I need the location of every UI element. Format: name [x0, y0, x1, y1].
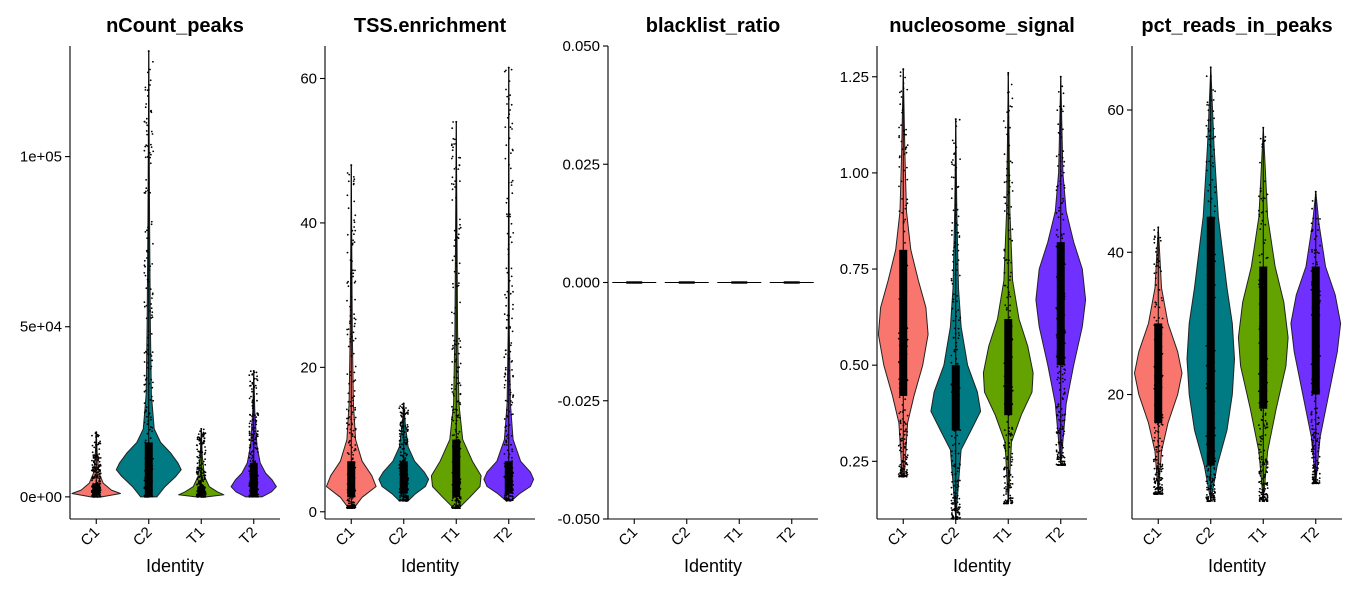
points-C2: [678, 281, 695, 284]
x-tick-label: C2: [668, 524, 694, 550]
points-C1: [626, 281, 643, 284]
panel-nucleosome-signal: nucleosome_signal 0.25 0.50 0.75 1.00 1.25 C1 C…: [840, 15, 1087, 576]
points-T2: [1055, 75, 1067, 467]
y-tick-label: 40: [1107, 244, 1124, 261]
x-tick-label: T2: [491, 524, 515, 548]
y-tick-label: 60: [300, 70, 317, 87]
x-tick-label: C2: [937, 524, 963, 550]
y-tick-label: 20: [300, 359, 317, 376]
y-tick-label: 0.025: [562, 156, 600, 173]
y-tick-label: -0.025: [557, 393, 600, 410]
x-tick-label: T2: [236, 524, 260, 548]
y-tick-label: 0e+00: [20, 489, 62, 506]
points-T1: [450, 120, 462, 510]
y-tick-label: 1.25: [840, 69, 869, 86]
points-T2: [1310, 190, 1321, 485]
x-tick-label: C1: [77, 524, 103, 550]
chart-title: TSS.enrichment: [354, 15, 507, 37]
chart-title: blacklist_ratio: [646, 15, 781, 37]
chart-title: nCount_peaks: [106, 15, 244, 37]
x-tick-label: T1: [991, 524, 1015, 548]
panel-pct-reads-in-peaks: pct_reads_in_peaks 20 40 60 C1 C2 T1 T2 Identity: [1107, 15, 1342, 576]
y-tick-label: 1.00: [840, 165, 869, 182]
y-tick-label: 0.050: [562, 38, 600, 55]
x-tick-label: T1: [1246, 524, 1270, 548]
points-T2: [248, 369, 260, 498]
y-tick-label: 1e+05: [20, 149, 62, 166]
y-tick-label: 0: [309, 504, 317, 521]
points-C2: [143, 50, 155, 498]
points-T1: [1002, 71, 1014, 505]
points-T1: [731, 281, 748, 284]
y-tick-label: -0.050: [557, 511, 600, 528]
chart-title: nucleosome_signal: [889, 15, 1075, 37]
points-C1: [90, 431, 102, 498]
x-axis-label: Identity: [401, 556, 459, 576]
points-C2: [398, 402, 410, 502]
x-tick-label: C2: [130, 524, 156, 550]
points-T2: [503, 66, 515, 502]
x-tick-label: C2: [385, 524, 411, 550]
points-C2: [1205, 66, 1217, 503]
x-axis-label: Identity: [953, 556, 1011, 576]
panel-ncount-peaks: nCount_peaks 0e+00 5e+04 1e+05 C1 C2 T1 T2 Ident…: [20, 15, 280, 576]
x-tick-label: T2: [1298, 524, 1322, 548]
y-tick-label: 0.75: [840, 261, 869, 278]
y-tick-label: 0.50: [840, 357, 869, 374]
panel-blacklist-ratio: blacklist_ratio -0.050 -0.025 0.000 0.025 0.0…: [557, 15, 818, 576]
panel-tss-enrichment: TSS.enrichment 0 20 40 60 C1 C2 T1 T2 Identity: [300, 15, 535, 576]
y-tick-label: 40: [300, 215, 317, 232]
x-axis-label: Identity: [146, 556, 204, 576]
points-T1: [195, 427, 207, 498]
x-tick-label: T2: [774, 524, 798, 548]
x-axis-label: Identity: [1208, 556, 1266, 576]
x-tick-label: C1: [1139, 524, 1165, 550]
points-C1: [897, 68, 909, 478]
y-tick-label: 0.000: [562, 275, 600, 292]
x-tick-label: T1: [439, 524, 463, 548]
points-C2: [950, 118, 962, 520]
x-tick-label: C2: [1192, 524, 1218, 550]
points-C1: [345, 164, 357, 510]
y-tick-label: 20: [1107, 387, 1124, 404]
x-tick-label: C1: [332, 524, 358, 550]
x-tick-label: C1: [884, 524, 910, 550]
points-T1: [1257, 126, 1269, 503]
chart-title: pct_reads_in_peaks: [1141, 15, 1332, 37]
x-tick-label: T1: [184, 524, 208, 548]
x-tick-label: T2: [1043, 524, 1067, 548]
y-tick-label: 5e+04: [20, 319, 62, 336]
y-tick-label: 60: [1107, 102, 1124, 119]
x-axis-label: Identity: [684, 556, 742, 576]
y-tick-label: 0.25: [840, 453, 869, 470]
x-tick-label: T1: [722, 524, 746, 548]
points-T2: [783, 281, 800, 284]
points-C1: [1152, 226, 1164, 495]
x-tick-label: C1: [615, 524, 641, 550]
